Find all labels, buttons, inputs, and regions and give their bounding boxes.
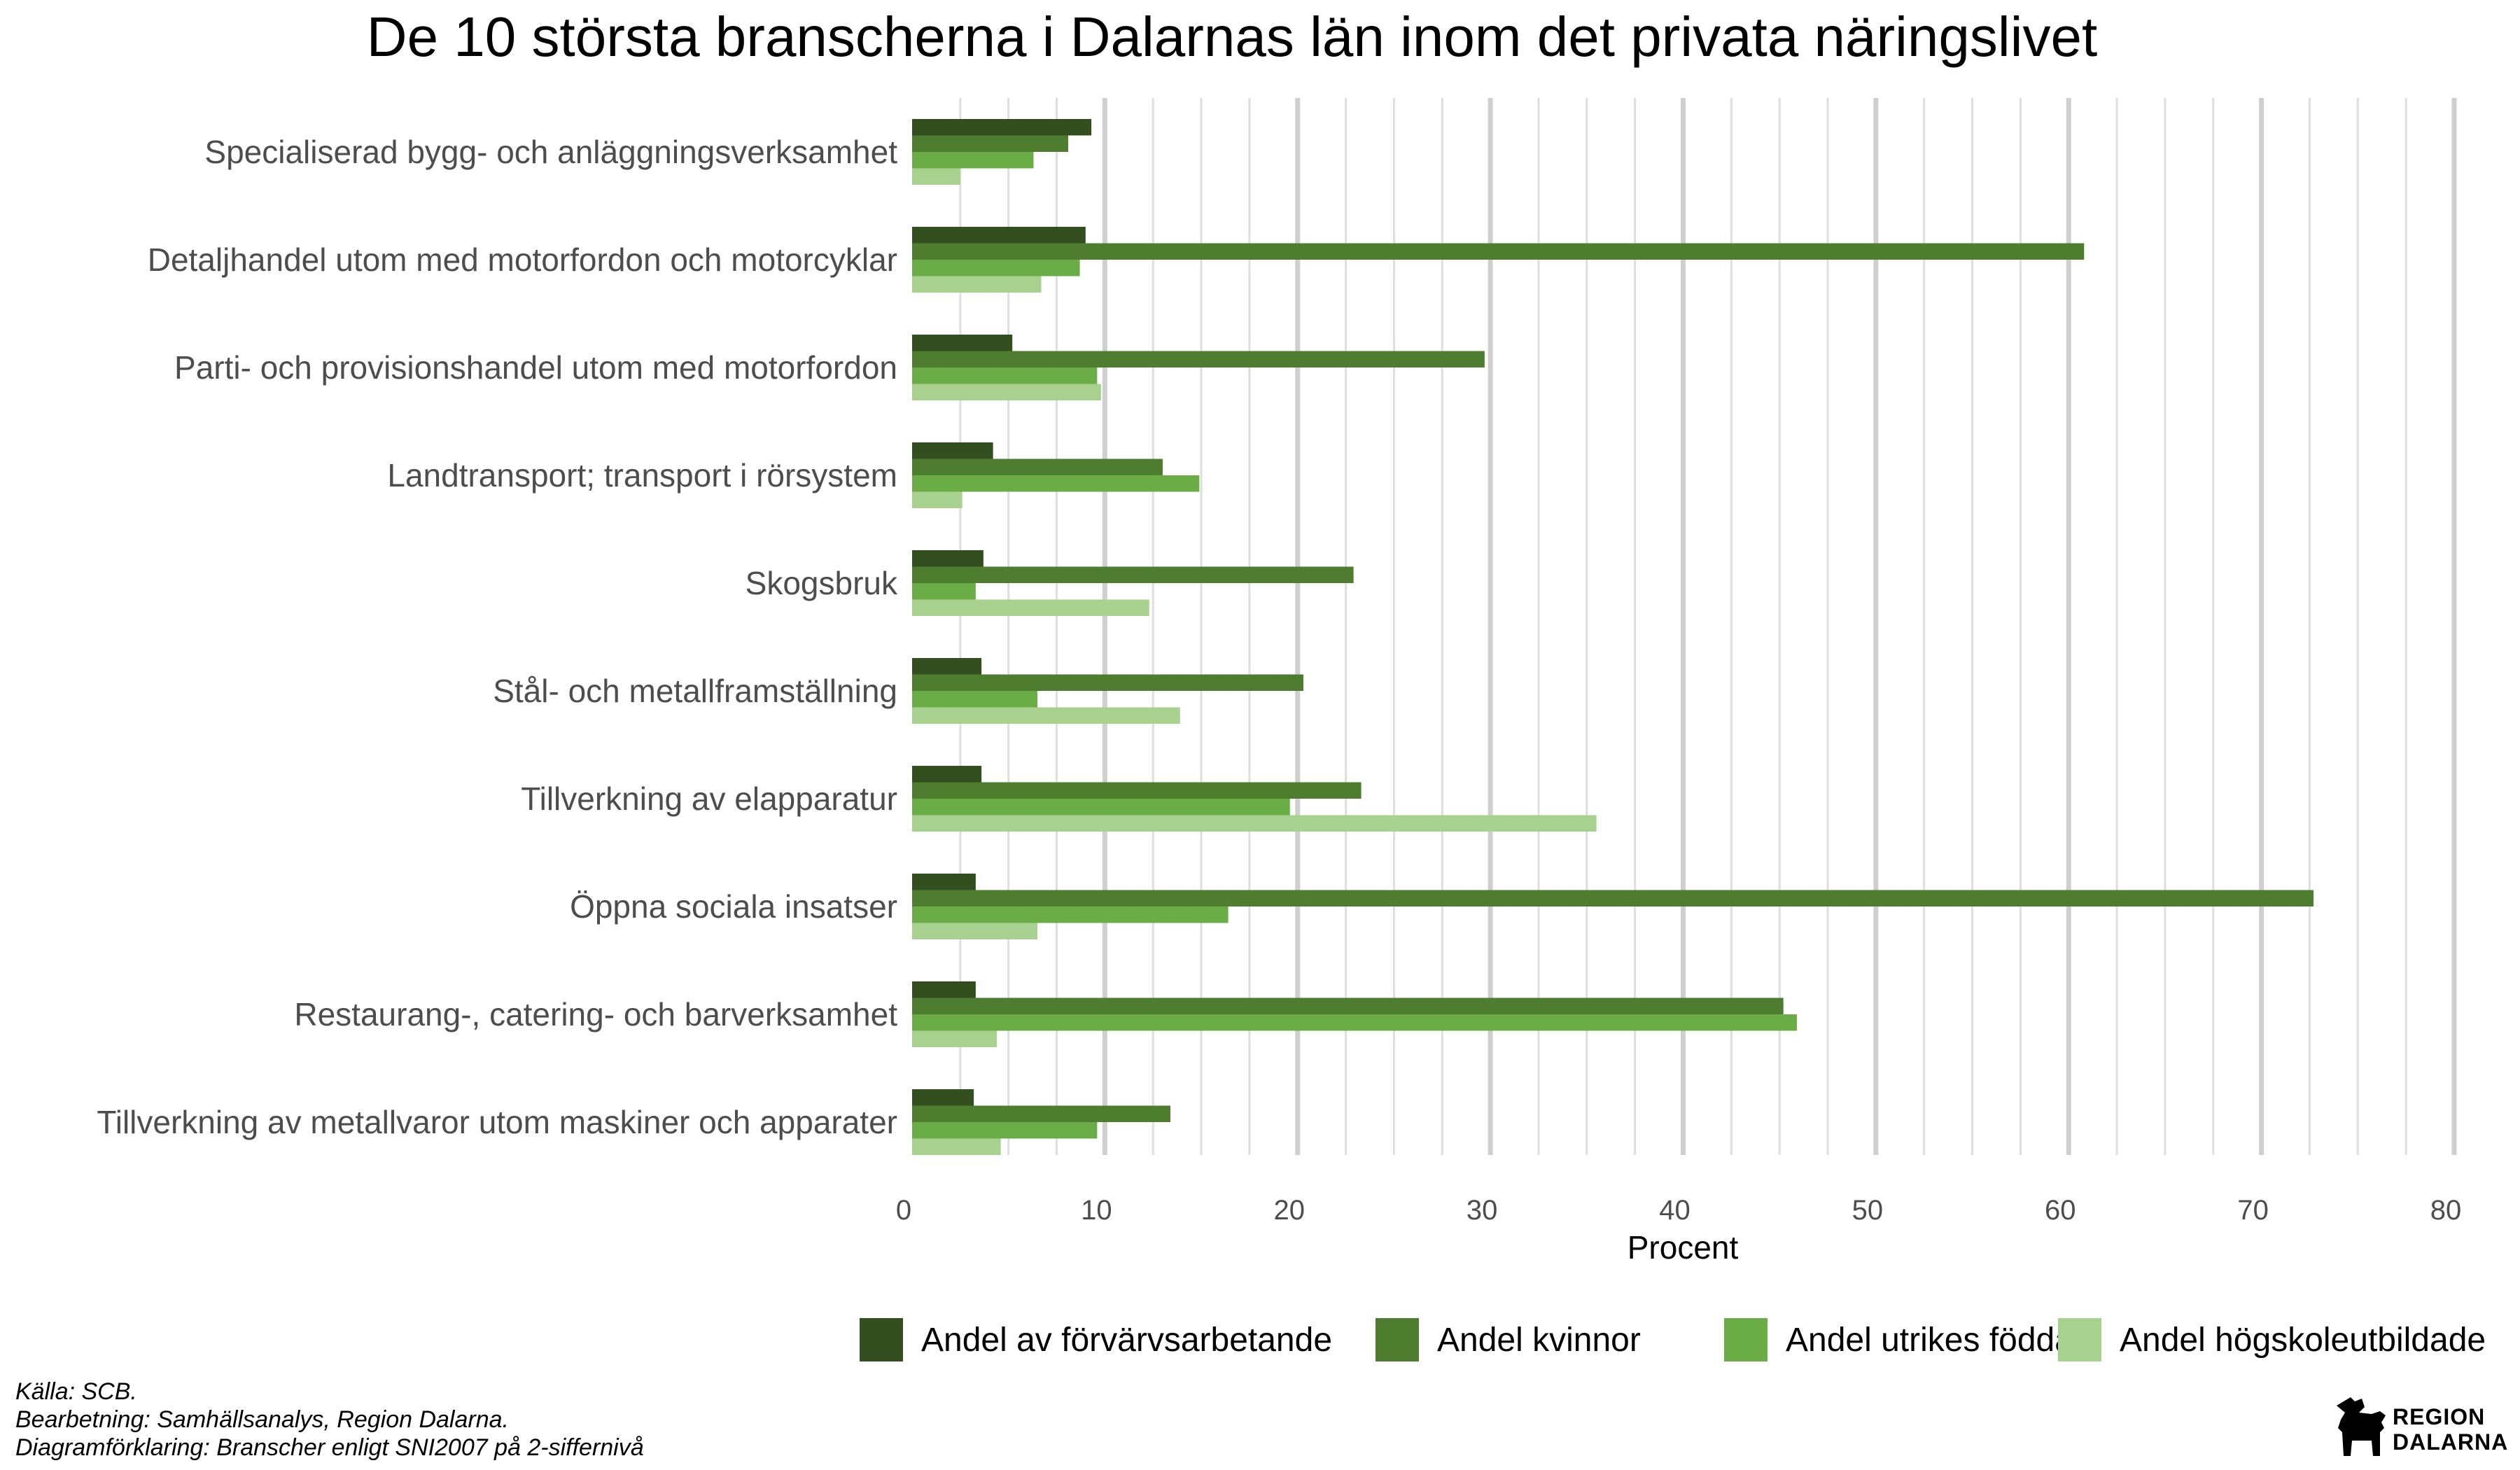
legend-swatch [860, 1318, 903, 1362]
category-label: Tillverkning av elapparatur [521, 780, 897, 817]
bar [912, 442, 993, 459]
processing-note: Bearbetning: Samhällsanalys, Region Dala… [15, 1406, 509, 1433]
bar [912, 981, 976, 998]
bar [912, 923, 1037, 939]
chart-title: De 10 största branscherna i Dalarnas län… [367, 6, 2097, 68]
bar [912, 874, 976, 890]
category-label: Skogsbruk [746, 565, 898, 601]
gridlines [959, 98, 2457, 1155]
bar [912, 997, 1784, 1014]
legend-swatch [1724, 1318, 1768, 1362]
bar [912, 1030, 997, 1047]
x-tick-label: 20 [1274, 1195, 1306, 1226]
category-labels: Specialiserad bygg- och anläggningsverks… [97, 134, 898, 1140]
bar [912, 475, 1200, 492]
legend: Andel av förvärvsarbetande Andel kvinnor A… [860, 1318, 2486, 1362]
legend-label: Andel högskoleutbildade [2120, 1322, 2486, 1359]
region-dalarna-logo: REGION DALARNA [2331, 1392, 2513, 1462]
bar [912, 351, 1485, 368]
category-label: Detaljhandel utom med motorfordon och mo… [148, 241, 897, 278]
x-tick-label: 40 [1659, 1195, 1690, 1226]
bar [912, 658, 982, 675]
category-label: Parti- och provisionshandel utom med mot… [174, 349, 897, 386]
category-label: Stål- och metallframställning [493, 673, 897, 709]
source-note: Källa: SCB. [15, 1378, 137, 1405]
x-tick-label: 80 [2430, 1195, 2462, 1226]
bar [912, 1122, 1098, 1139]
bar [912, 906, 1228, 923]
bar [912, 1089, 974, 1106]
logo-text-line1: REGION [2393, 1404, 2486, 1429]
bar [912, 799, 1290, 816]
bar [912, 260, 1080, 276]
bar [912, 384, 1101, 400]
bar [912, 550, 983, 567]
bar [912, 335, 1013, 351]
x-axis-ticks: 0 10 20 30 40 50 60 70 80 [896, 1195, 2461, 1226]
category-label: Tillverkning av metallvaror utom maskine… [97, 1104, 897, 1140]
bar [912, 168, 960, 185]
legend-swatch [2058, 1318, 2101, 1362]
dala-horse-icon [2337, 1397, 2386, 1456]
bar [912, 766, 982, 783]
bar [912, 135, 1069, 152]
bar [912, 566, 1354, 583]
bar [912, 599, 1149, 616]
legend-label: Andel av förvärvsarbetande [921, 1322, 1332, 1359]
category-label: Restaurang-, catering- och barverksamhet [294, 996, 897, 1032]
legend-label: Andel utrikes födda [1786, 1322, 2073, 1359]
x-tick-label: 10 [1081, 1195, 1112, 1226]
bar [912, 815, 1597, 832]
bar [912, 227, 1086, 244]
category-label: Landtransport; transport i rörsystem [387, 457, 897, 493]
bar [912, 890, 2314, 906]
bar [912, 691, 1037, 708]
bar [912, 782, 1362, 799]
explanation-note: Diagramförklaring: Branscher enligt SNI2… [15, 1434, 644, 1461]
x-tick-label: 70 [2237, 1195, 2269, 1226]
category-label: Specialiserad bygg- och anläggningsverks… [204, 134, 897, 170]
logo-text-line2: DALARNA [2393, 1429, 2509, 1455]
bar [912, 1138, 1001, 1155]
bar [912, 119, 1092, 136]
bar [912, 674, 1304, 691]
bars [912, 119, 2314, 1155]
bar [912, 707, 1180, 724]
x-tick-label: 30 [1466, 1195, 1498, 1226]
bar [912, 583, 976, 600]
x-axis-title: Procent [1628, 1229, 1739, 1266]
bar [912, 458, 1163, 475]
bar [912, 1014, 1797, 1031]
x-tick-label: 50 [1852, 1195, 1884, 1226]
x-tick-label: 60 [2045, 1195, 2076, 1226]
bar [912, 243, 2085, 260]
category-label: Öppna sociala insatser [570, 888, 897, 925]
bar [912, 276, 1042, 293]
bar [912, 491, 962, 508]
bar [912, 368, 1098, 384]
legend-swatch [1376, 1318, 1419, 1362]
bar [912, 1105, 1171, 1122]
x-tick-label: 0 [896, 1195, 911, 1226]
legend-label: Andel kvinnor [1437, 1322, 1641, 1359]
bar [912, 152, 1034, 169]
